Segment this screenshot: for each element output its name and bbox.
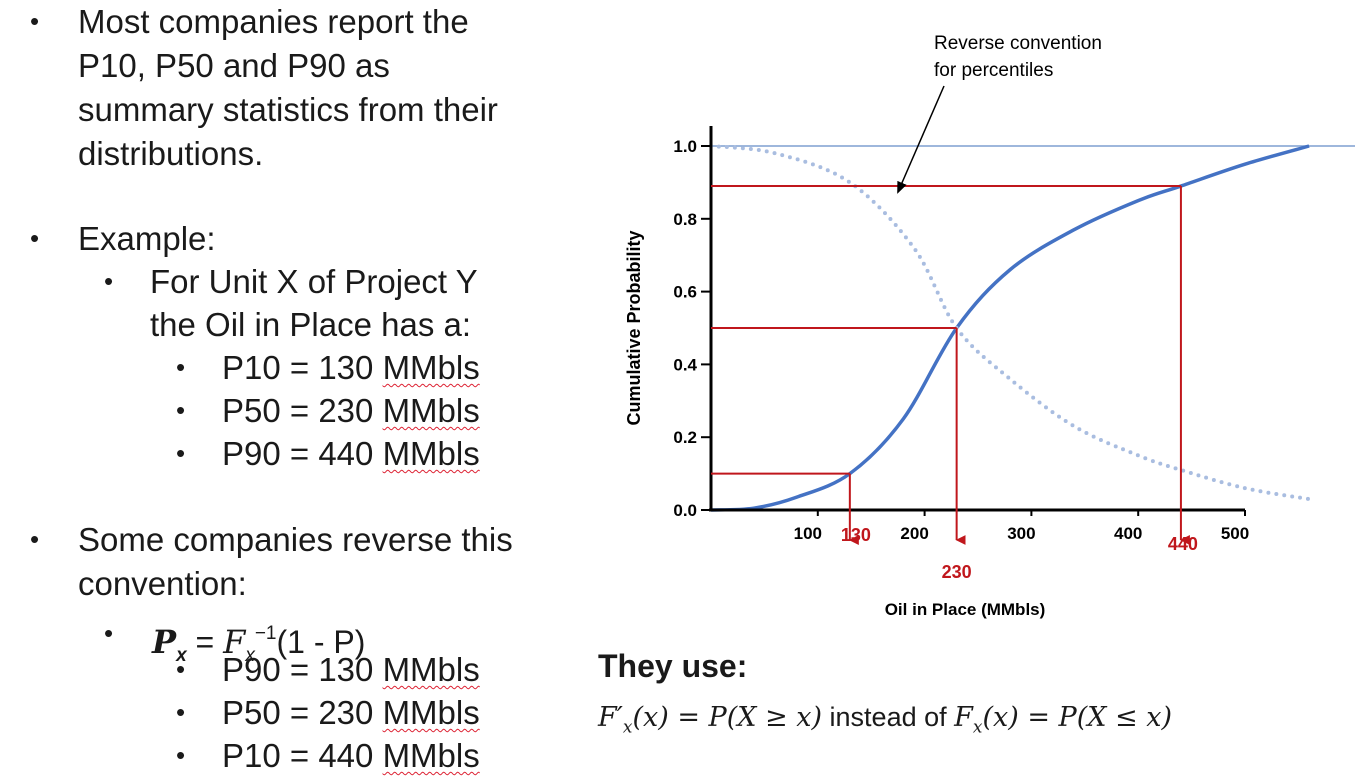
bullet-dot: • (176, 697, 186, 727)
annotation-arrow (897, 85, 945, 194)
cumulative-probability-chart: 0.0 0.2 0.4 0.6 0.8 1.0 100 200 300 400 500 130 230 4… (624, 33, 1355, 619)
bullet-1-line-2: P10, P50 and P90 as (78, 47, 390, 84)
marker-label: 230 (942, 562, 972, 582)
bullet-1-line-1: Most companies report the (78, 3, 469, 40)
bullet-dot: • (176, 654, 186, 684)
p10-item: P10 = 130 MMbls (222, 349, 480, 386)
example-label: Example: (78, 220, 216, 257)
y-tick-label: 0.4 (673, 355, 697, 374)
bullet-3-line-2: convention: (78, 565, 247, 602)
y-axis-label: Cumulative Probability (624, 230, 644, 425)
cdf-line (710, 144, 1310, 512)
reverse-p50-item: P50 = 230 MMbls (222, 694, 480, 731)
annotation-line-2: for percentiles (934, 60, 1053, 81)
y-tick-label: 1.0 (673, 137, 697, 156)
x-tick-label: 300 (1007, 524, 1035, 543)
y-tick-label: 0.0 (673, 501, 697, 520)
bullet-dot: • (104, 618, 114, 648)
marker-label: 130 (841, 525, 871, 545)
inverse-formula: Px = Fx−1(1 - P) (152, 623, 366, 666)
bullet-dot: • (104, 266, 114, 296)
bullet-dot: • (176, 395, 186, 425)
bullet-1-line-3: summary statistics from their (78, 91, 498, 128)
bullet-3-line-1: Some companies reverse this (78, 521, 513, 558)
x-axis-label: Oil in Place (MMbls) (885, 600, 1046, 619)
bullet-dot: • (176, 438, 186, 468)
p90-item: P90 = 440 MMbls (222, 435, 480, 472)
y-tick-label: 0.2 (673, 428, 697, 447)
y-tick-label: 0.8 (673, 210, 697, 229)
example-sub-line-1: For Unit X of Project Y (150, 263, 478, 300)
reverse-cdf-line (709, 144, 1312, 502)
reverse-p90-item: P90 = 130 MMbls (222, 651, 480, 688)
x-tick-label: 500 (1221, 524, 1249, 543)
x-tick-label: 400 (1114, 524, 1142, 543)
bullet-1-line-4: distributions. (78, 135, 264, 172)
reverse-p10-item: P10 = 440 MMbls (222, 737, 480, 774)
x-tick-label: 100 (794, 524, 822, 543)
p50-item: P50 = 230 MMbls (222, 392, 480, 429)
x-tick-label: 200 (900, 524, 928, 543)
they-use-equation: F′x(x) = P(X ≥ x) instead of Fx(x) = P(X… (598, 702, 1173, 738)
bullet-dot: • (30, 524, 40, 554)
bullet-list: • Most companies report the P10, P50 and… (0, 0, 600, 784)
annotation-line-1: Reverse convention (934, 33, 1102, 54)
bullet-dot: • (176, 352, 186, 382)
bullet-dot: • (176, 740, 186, 770)
they-use-heading: They use: (598, 648, 748, 684)
example-sub-line-2: the Oil in Place has a: (150, 306, 472, 343)
bullet-dot: • (30, 223, 40, 253)
y-tick-label: 0.6 (673, 283, 697, 302)
marker-label: 440 (1168, 534, 1198, 554)
bullet-dot: • (30, 6, 40, 36)
